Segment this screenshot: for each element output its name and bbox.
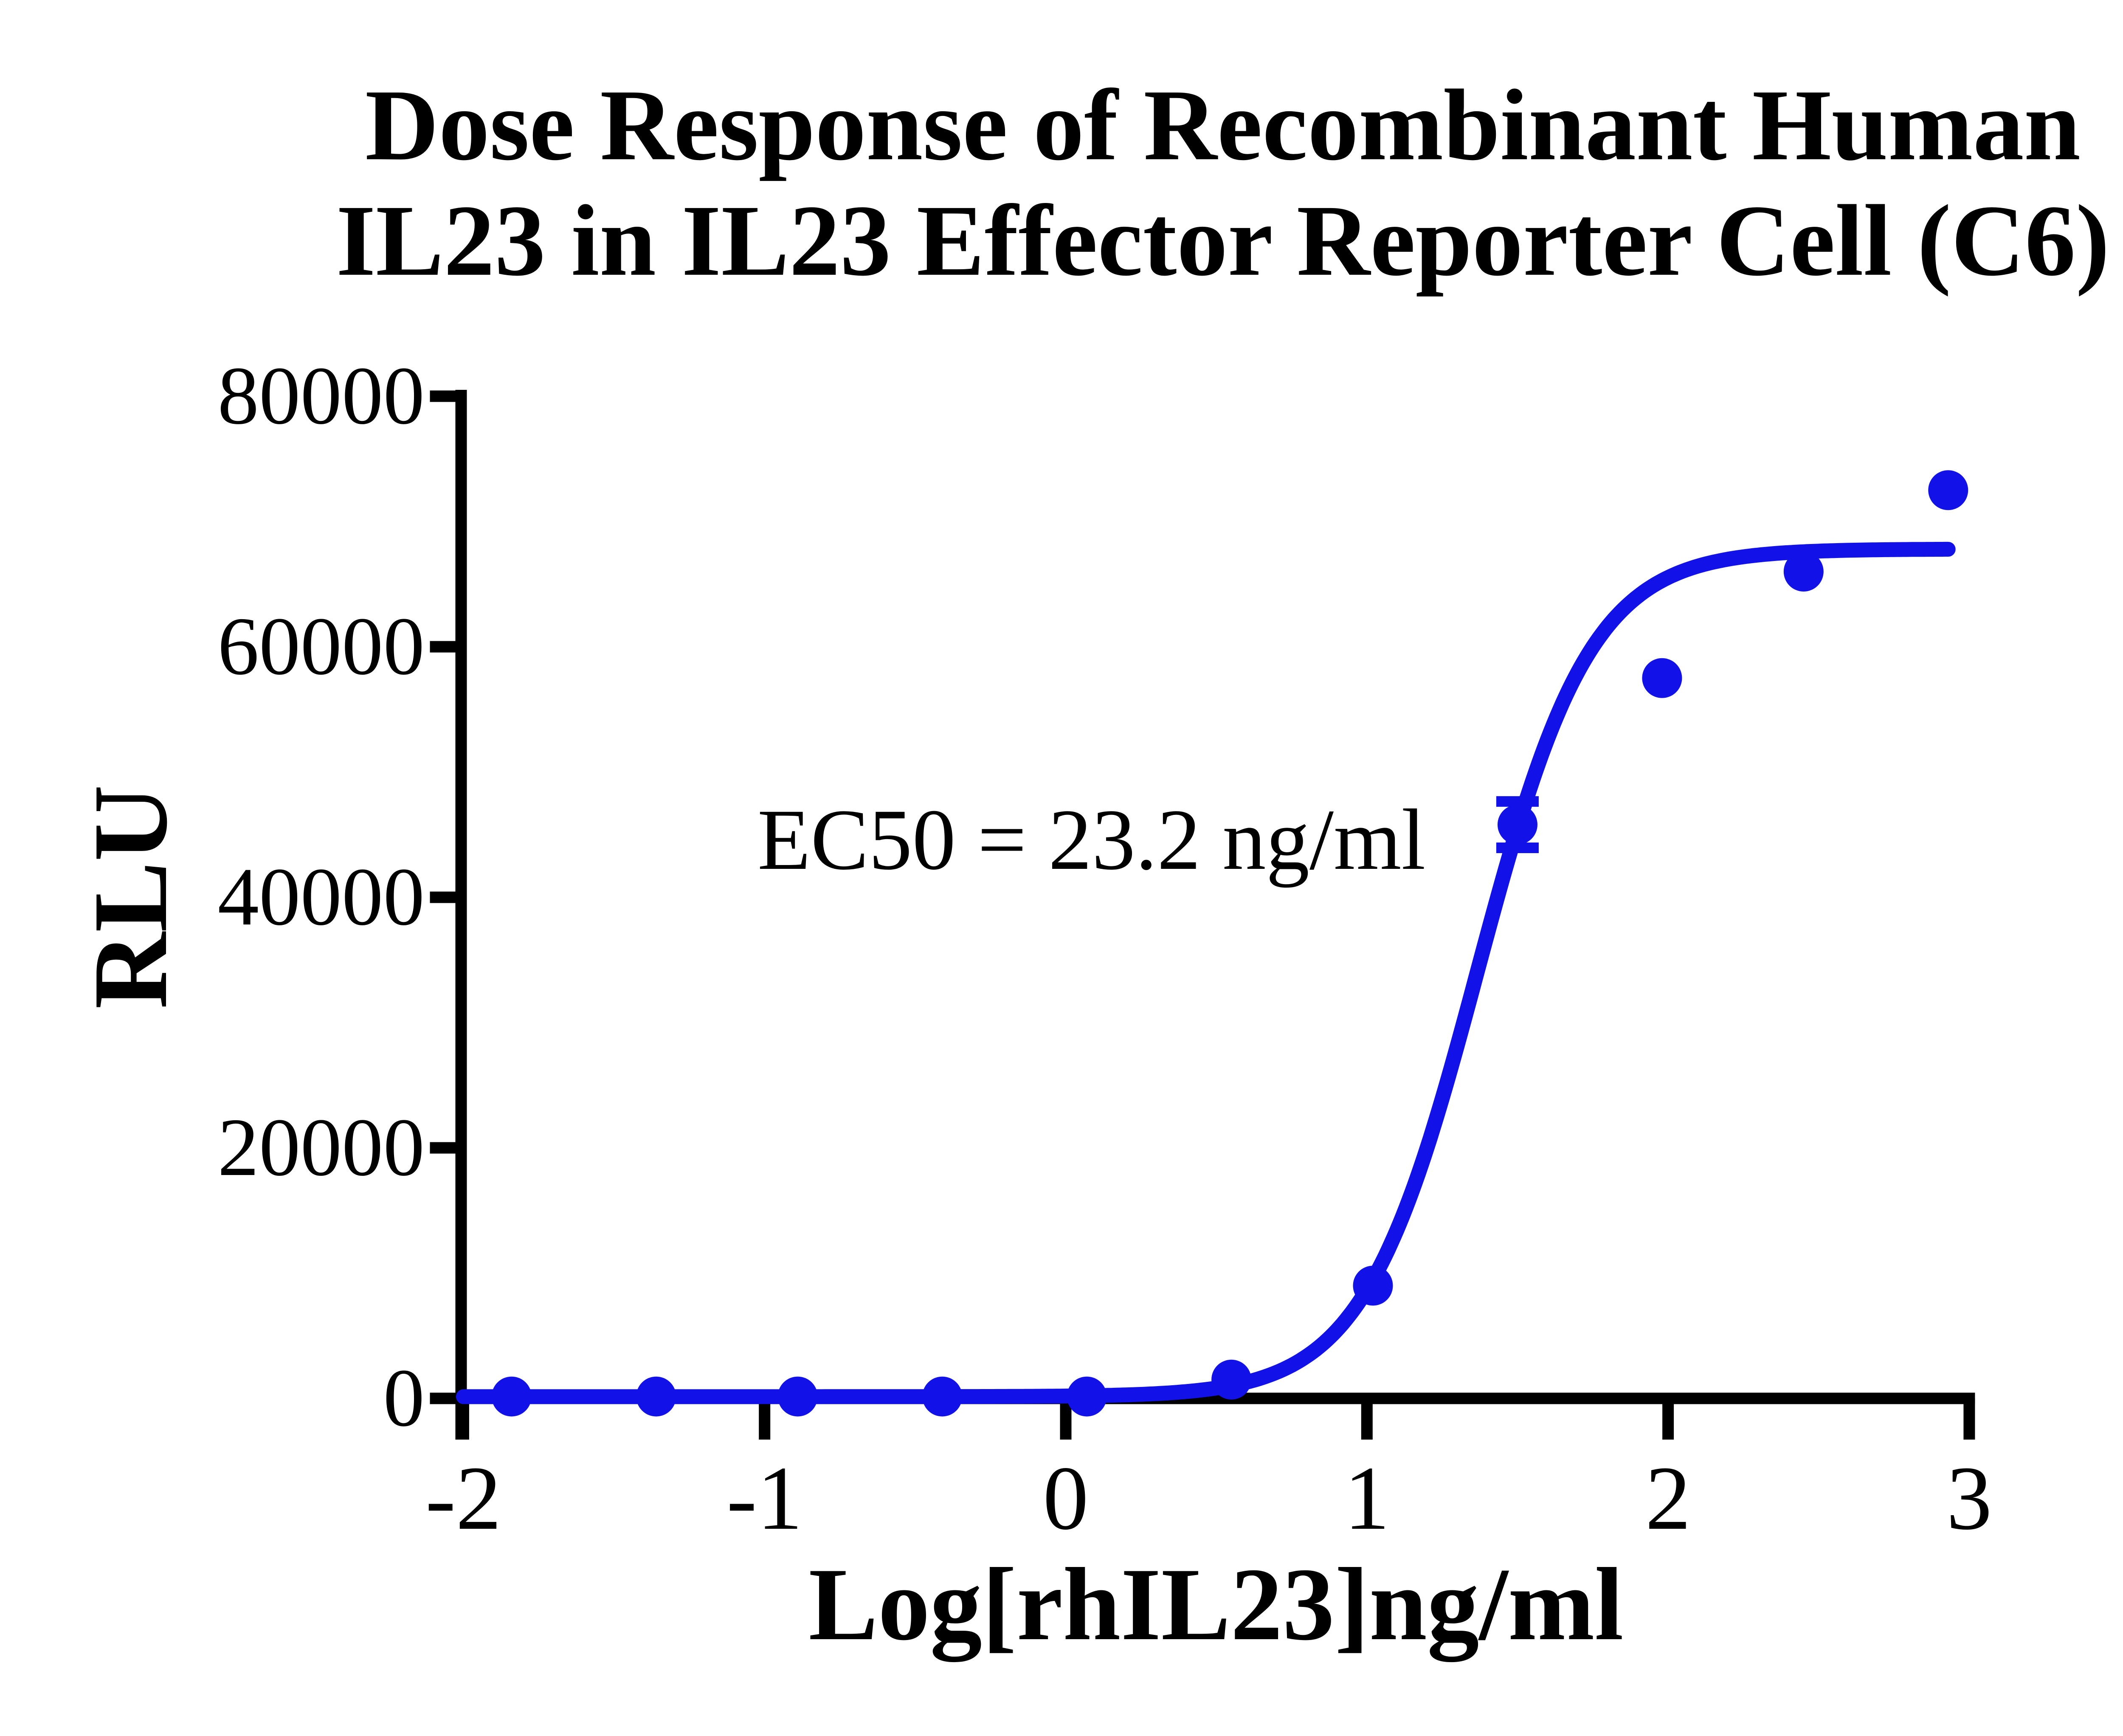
fit-curve <box>456 541 1956 1404</box>
y-tick <box>430 390 456 402</box>
x-tick-label: -1 <box>726 1447 803 1549</box>
y-tick <box>430 1392 456 1404</box>
y-tick <box>430 1142 456 1154</box>
data-point <box>1497 804 1537 845</box>
x-tick <box>759 1398 771 1440</box>
data-point <box>1067 1376 1107 1417</box>
x-tick-label: 2 <box>1645 1447 1691 1549</box>
data-point <box>491 1376 532 1417</box>
data-point <box>1783 552 1824 592</box>
y-tick <box>430 891 456 903</box>
data-point <box>922 1376 963 1417</box>
y-tick-label: 40000 <box>217 851 425 943</box>
x-tick <box>1662 1398 1674 1440</box>
data-point <box>1211 1359 1252 1400</box>
data-point <box>1353 1265 1393 1306</box>
data-point <box>1928 470 1968 510</box>
chart-title-line2: IL23 in IL23 Effector Reporter Cell (C6) <box>336 184 2110 297</box>
y-tick-label: 20000 <box>217 1102 425 1193</box>
x-tick <box>1361 1398 1373 1440</box>
y-tick-label: 60000 <box>217 600 425 692</box>
x-tick-label: -2 <box>425 1447 501 1549</box>
x-tick-label: 1 <box>1344 1447 1390 1549</box>
y-tick <box>430 641 456 653</box>
x-tick-label: 0 <box>1043 1447 1089 1549</box>
ec50-annotation: EC50 = 23.2 ng/ml <box>757 792 1426 888</box>
x-tick <box>1963 1398 1975 1440</box>
x-tick-label: 3 <box>1946 1447 1992 1549</box>
y-tick-label: 0 <box>383 1352 425 1444</box>
y-tick-label: 80000 <box>217 350 425 442</box>
data-point <box>636 1376 676 1417</box>
chart-title: Dose Response of Recombinant Human IL23 … <box>289 67 2123 298</box>
chart-title-line1: Dose Response of Recombinant Human <box>365 68 2081 181</box>
x-axis-title: Log[rhIL23]ng/ml <box>808 1547 1624 1662</box>
data-point <box>1642 658 1682 698</box>
y-axis-line <box>455 390 467 1440</box>
data-point <box>777 1376 818 1417</box>
